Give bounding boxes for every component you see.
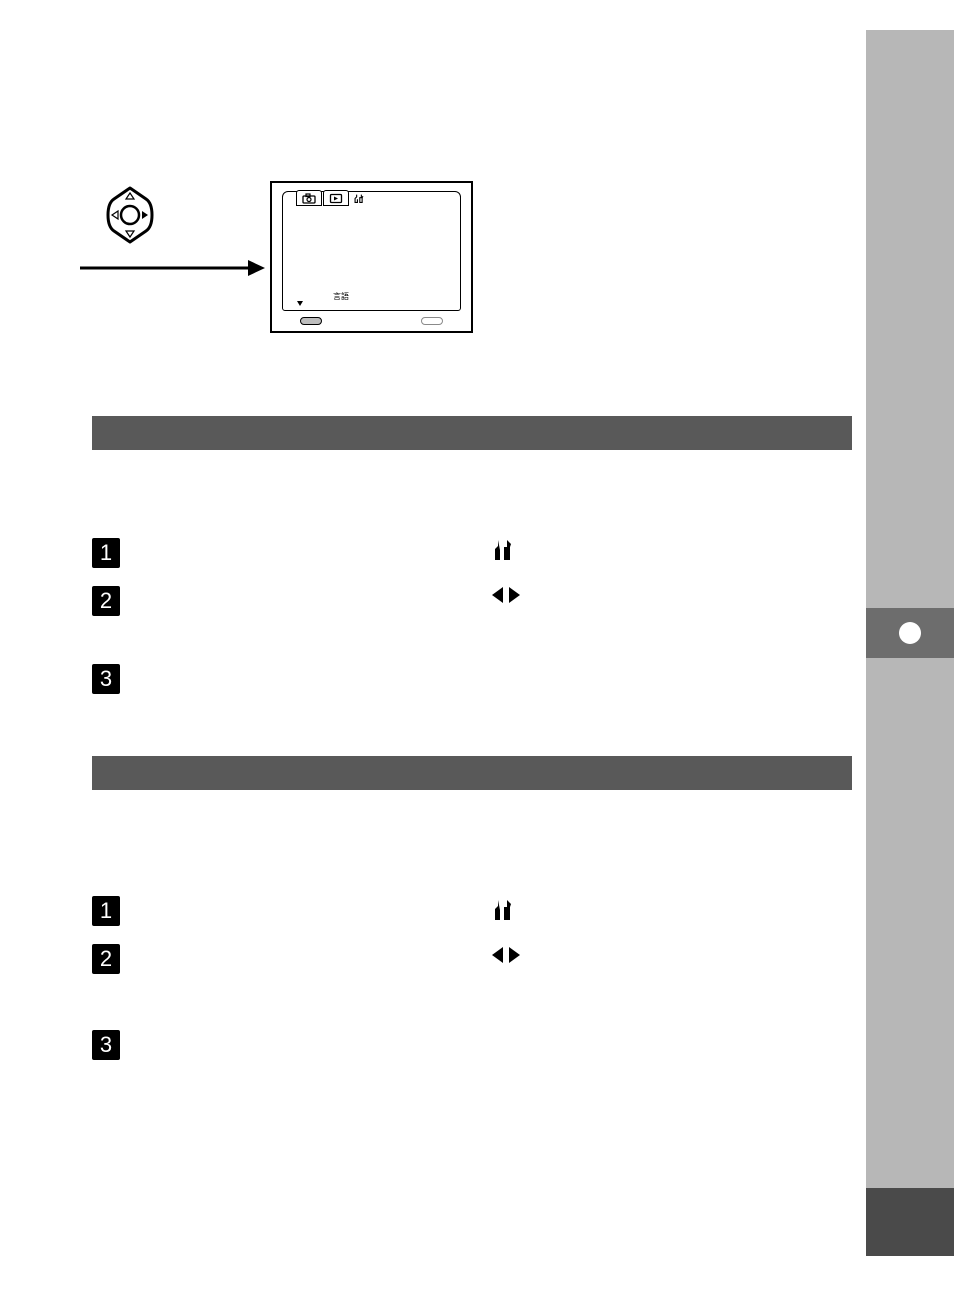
left-right-arrows-icon — [492, 586, 520, 604]
screen-soft-button-left — [300, 317, 322, 325]
arrow-right-icon — [80, 258, 265, 278]
screen-down-triangle-icon — [297, 301, 303, 306]
step-inline-icon — [492, 586, 520, 609]
sidebar-bottom-tab — [866, 1188, 954, 1256]
step-number-badge: 1 — [92, 538, 120, 568]
screen-soft-button-right — [421, 317, 443, 325]
step-number-badge: 3 — [92, 1030, 120, 1060]
step-row: 3 — [92, 1030, 120, 1060]
tools-wrench-icon — [492, 538, 514, 562]
step-number-badge: 2 — [92, 586, 120, 616]
sidebar-thumb-tab — [866, 608, 954, 658]
section-heading-1 — [92, 416, 852, 450]
step-number-badge: 3 — [92, 664, 120, 694]
sidebar-thumb-circle-icon — [899, 622, 921, 644]
step-inline-icon — [492, 538, 514, 567]
step-row: 2 — [92, 586, 120, 616]
step-row: 2 — [92, 944, 120, 974]
step-inline-icon — [492, 946, 520, 969]
tab-setup-wrench-icon — [350, 190, 368, 206]
step-number-badge: 2 — [92, 944, 120, 974]
step-row: 1 — [92, 538, 120, 568]
left-right-arrows-icon — [492, 946, 520, 964]
tab-camera-icon — [296, 190, 322, 206]
screen-language-label: 言語 — [333, 291, 349, 302]
camera-screen-inner: 言語 — [282, 191, 461, 311]
step-inline-icon — [492, 898, 514, 927]
screen-soft-buttons — [272, 317, 471, 325]
screen-tab-row — [296, 190, 368, 206]
tools-wrench-icon — [492, 898, 514, 922]
step-row: 1 — [92, 896, 120, 926]
section-heading-2 — [92, 756, 852, 790]
camera-screen-frame: 言語 — [270, 181, 473, 333]
tab-playback-icon — [323, 190, 349, 206]
dpad-controller-icon — [100, 185, 160, 245]
step-row: 3 — [92, 664, 120, 694]
step-number-badge: 1 — [92, 896, 120, 926]
